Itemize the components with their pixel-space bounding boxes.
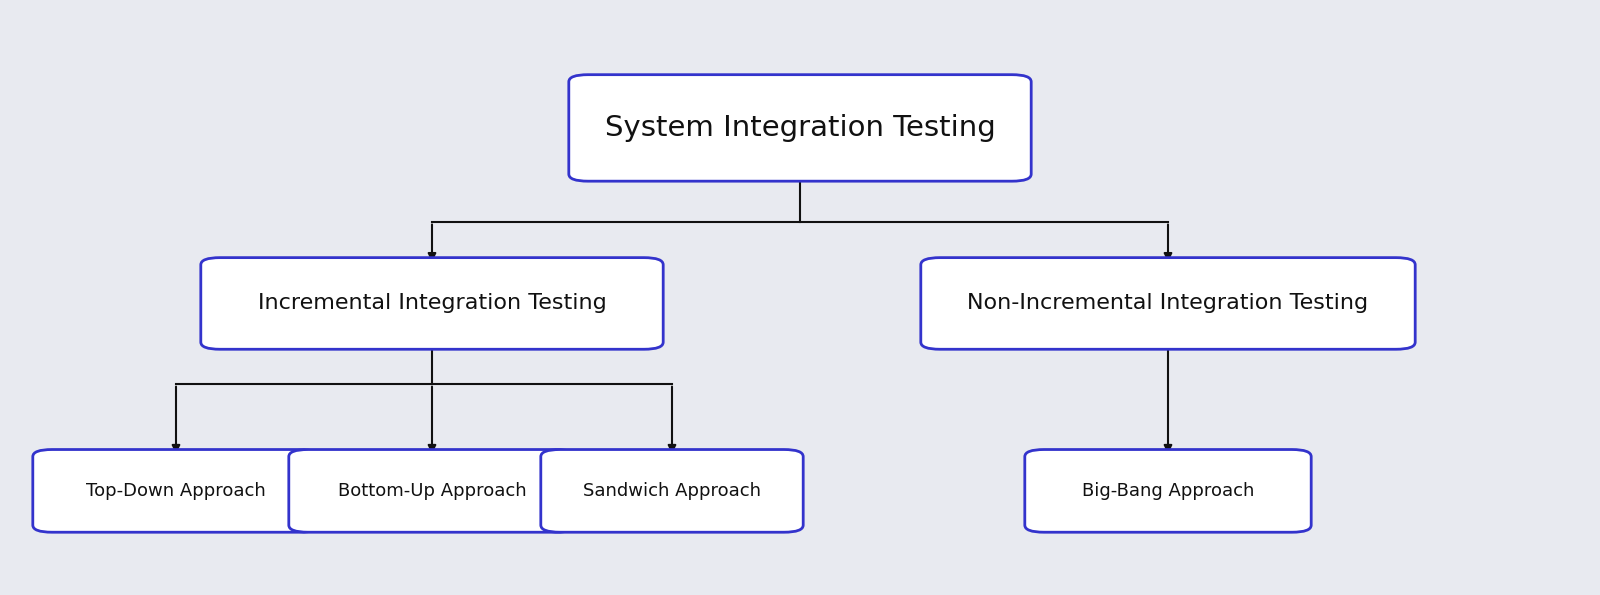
Text: System Integration Testing: System Integration Testing [605,114,995,142]
Text: Incremental Integration Testing: Incremental Integration Testing [258,293,606,314]
FancyBboxPatch shape [541,450,803,532]
FancyBboxPatch shape [290,450,576,532]
FancyBboxPatch shape [922,258,1416,349]
FancyBboxPatch shape [202,258,664,349]
FancyBboxPatch shape [570,74,1032,181]
FancyBboxPatch shape [1024,450,1310,532]
Text: Big-Bang Approach: Big-Bang Approach [1082,482,1254,500]
Text: Top-Down Approach: Top-Down Approach [86,482,266,500]
Text: Non-Incremental Integration Testing: Non-Incremental Integration Testing [968,293,1368,314]
Text: Bottom-Up Approach: Bottom-Up Approach [338,482,526,500]
FancyBboxPatch shape [34,450,320,532]
Text: Sandwich Approach: Sandwich Approach [582,482,762,500]
